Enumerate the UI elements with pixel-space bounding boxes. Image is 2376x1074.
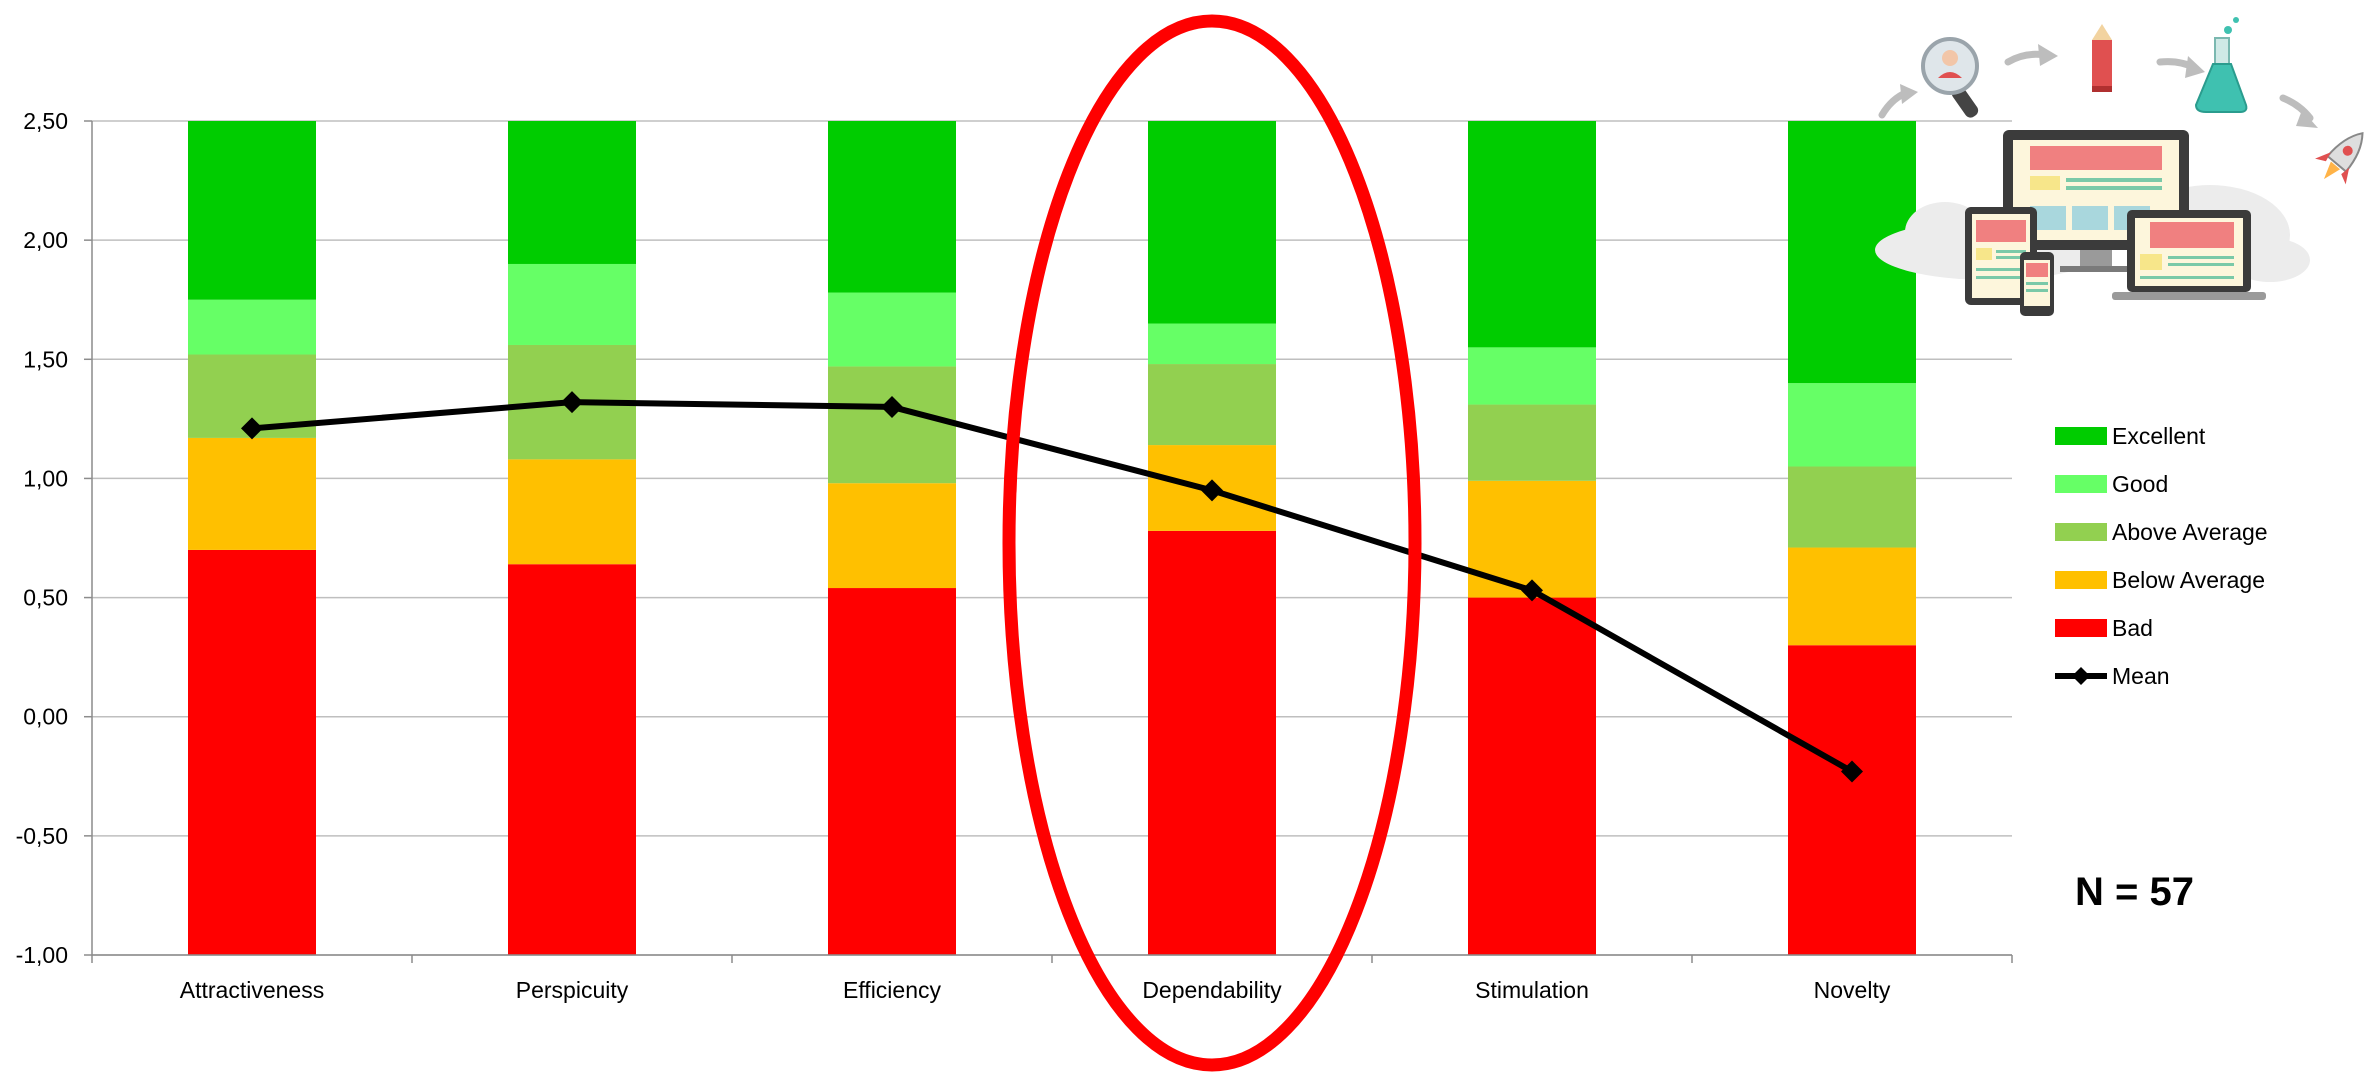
bar-segment-below-average — [188, 437, 316, 550]
flask-icon — [2194, 17, 2248, 113]
mean-point — [1841, 760, 1863, 783]
user-research-icon — [1921, 37, 1979, 118]
ux-process-illustration — [1875, 17, 2364, 316]
bar-segment-good — [828, 292, 956, 367]
bar-segment-good — [188, 299, 316, 355]
stacked-bars — [188, 121, 1916, 955]
bar-segment-bad — [508, 564, 636, 955]
legend-swatch — [2055, 619, 2107, 637]
legend-label: Excellent — [2112, 423, 2206, 449]
axes — [84, 120, 2013, 963]
bar-segment-below-average — [828, 483, 956, 589]
x-tick-label: Novelty — [1814, 977, 1891, 1003]
bar-segment-bad — [1788, 645, 1916, 955]
bar-segment-above-average — [1468, 404, 1596, 481]
laptop-icon — [2112, 210, 2266, 300]
bar-segment-bad — [828, 588, 956, 955]
x-tick-label: Attractiveness — [180, 977, 324, 1003]
arrow-heads — [1900, 44, 2318, 128]
bar-segment-excellent — [188, 121, 316, 300]
bar-segment-below-average — [1788, 547, 1916, 646]
x-tick-label: Dependability — [1142, 977, 1282, 1003]
bar-segment-good — [1468, 347, 1596, 405]
bar-segment-bad — [188, 549, 316, 955]
bar-segment-bad — [1148, 530, 1276, 955]
y-tick-label: -0,50 — [16, 823, 68, 849]
bar-segment-below-average — [508, 459, 636, 565]
mean-point — [561, 391, 583, 414]
x-tick-label: Stimulation — [1475, 977, 1589, 1003]
gridlines — [92, 120, 2012, 956]
mean-point — [1201, 479, 1223, 502]
y-tick-label: 1,00 — [23, 465, 68, 491]
bar-segment-good — [1788, 383, 1916, 467]
pencil-icon — [2092, 24, 2112, 92]
legend-swatch — [2055, 523, 2107, 541]
mean-series-line — [251, 399, 1854, 775]
legend-label: Bad — [2112, 615, 2153, 641]
highlight-ellipse — [1002, 14, 1422, 1072]
bar-segment-bad — [1468, 597, 1596, 955]
phone-icon — [2020, 252, 2054, 316]
mean-point — [241, 417, 263, 440]
y-tick-label: -1,00 — [16, 942, 68, 968]
mean-point — [881, 395, 903, 418]
legend-label: Good — [2112, 471, 2168, 497]
legend-label: Mean — [2112, 663, 2170, 689]
legend-label: Above Average — [2112, 519, 2268, 545]
y-tick-label: 1,50 — [23, 346, 68, 372]
bar-segment-excellent — [828, 121, 956, 293]
bar-segment-excellent — [1148, 121, 1276, 324]
sample-size-annotation: N = 57 — [2075, 870, 2194, 914]
bar-segment-above-average — [828, 366, 956, 484]
x-axis-labels: Attractiveness Perspicuity Efficiency Depen… — [180, 977, 1891, 1003]
bar-segment-excellent — [1468, 121, 1596, 348]
x-tick-label: Perspicuity — [516, 977, 629, 1003]
legend-swatch — [2055, 475, 2107, 493]
bar-segment-good — [1148, 323, 1276, 365]
mean-line — [241, 391, 1863, 783]
bar-segment-above-average — [1148, 364, 1276, 446]
x-tick-label: Efficiency — [843, 977, 942, 1003]
legend-swatch — [2055, 427, 2107, 445]
y-axis-ticks: 2,50 2,00 1,50 1,00 0,50 0,00 -0,50 -1,00 — [16, 108, 68, 968]
y-tick-label: 0,00 — [23, 704, 68, 730]
rocket-icon — [2315, 131, 2364, 185]
bar-segment-above-average — [1788, 466, 1916, 548]
bar-segment-good — [508, 263, 636, 345]
highlight-ellipse-shape — [1002, 14, 1422, 1072]
legend: Excellent Good Above Average Below Average B… — [2055, 423, 2268, 689]
legend-marker — [2072, 667, 2090, 685]
y-tick-label: 0,50 — [23, 585, 68, 611]
y-tick-label: 2,50 — [23, 108, 68, 134]
bar-segment-excellent — [508, 121, 636, 264]
y-tick-label: 2,00 — [23, 227, 68, 253]
legend-label: Below Average — [2112, 567, 2265, 593]
legend-swatch — [2055, 571, 2107, 589]
mean-point — [1521, 579, 1543, 602]
